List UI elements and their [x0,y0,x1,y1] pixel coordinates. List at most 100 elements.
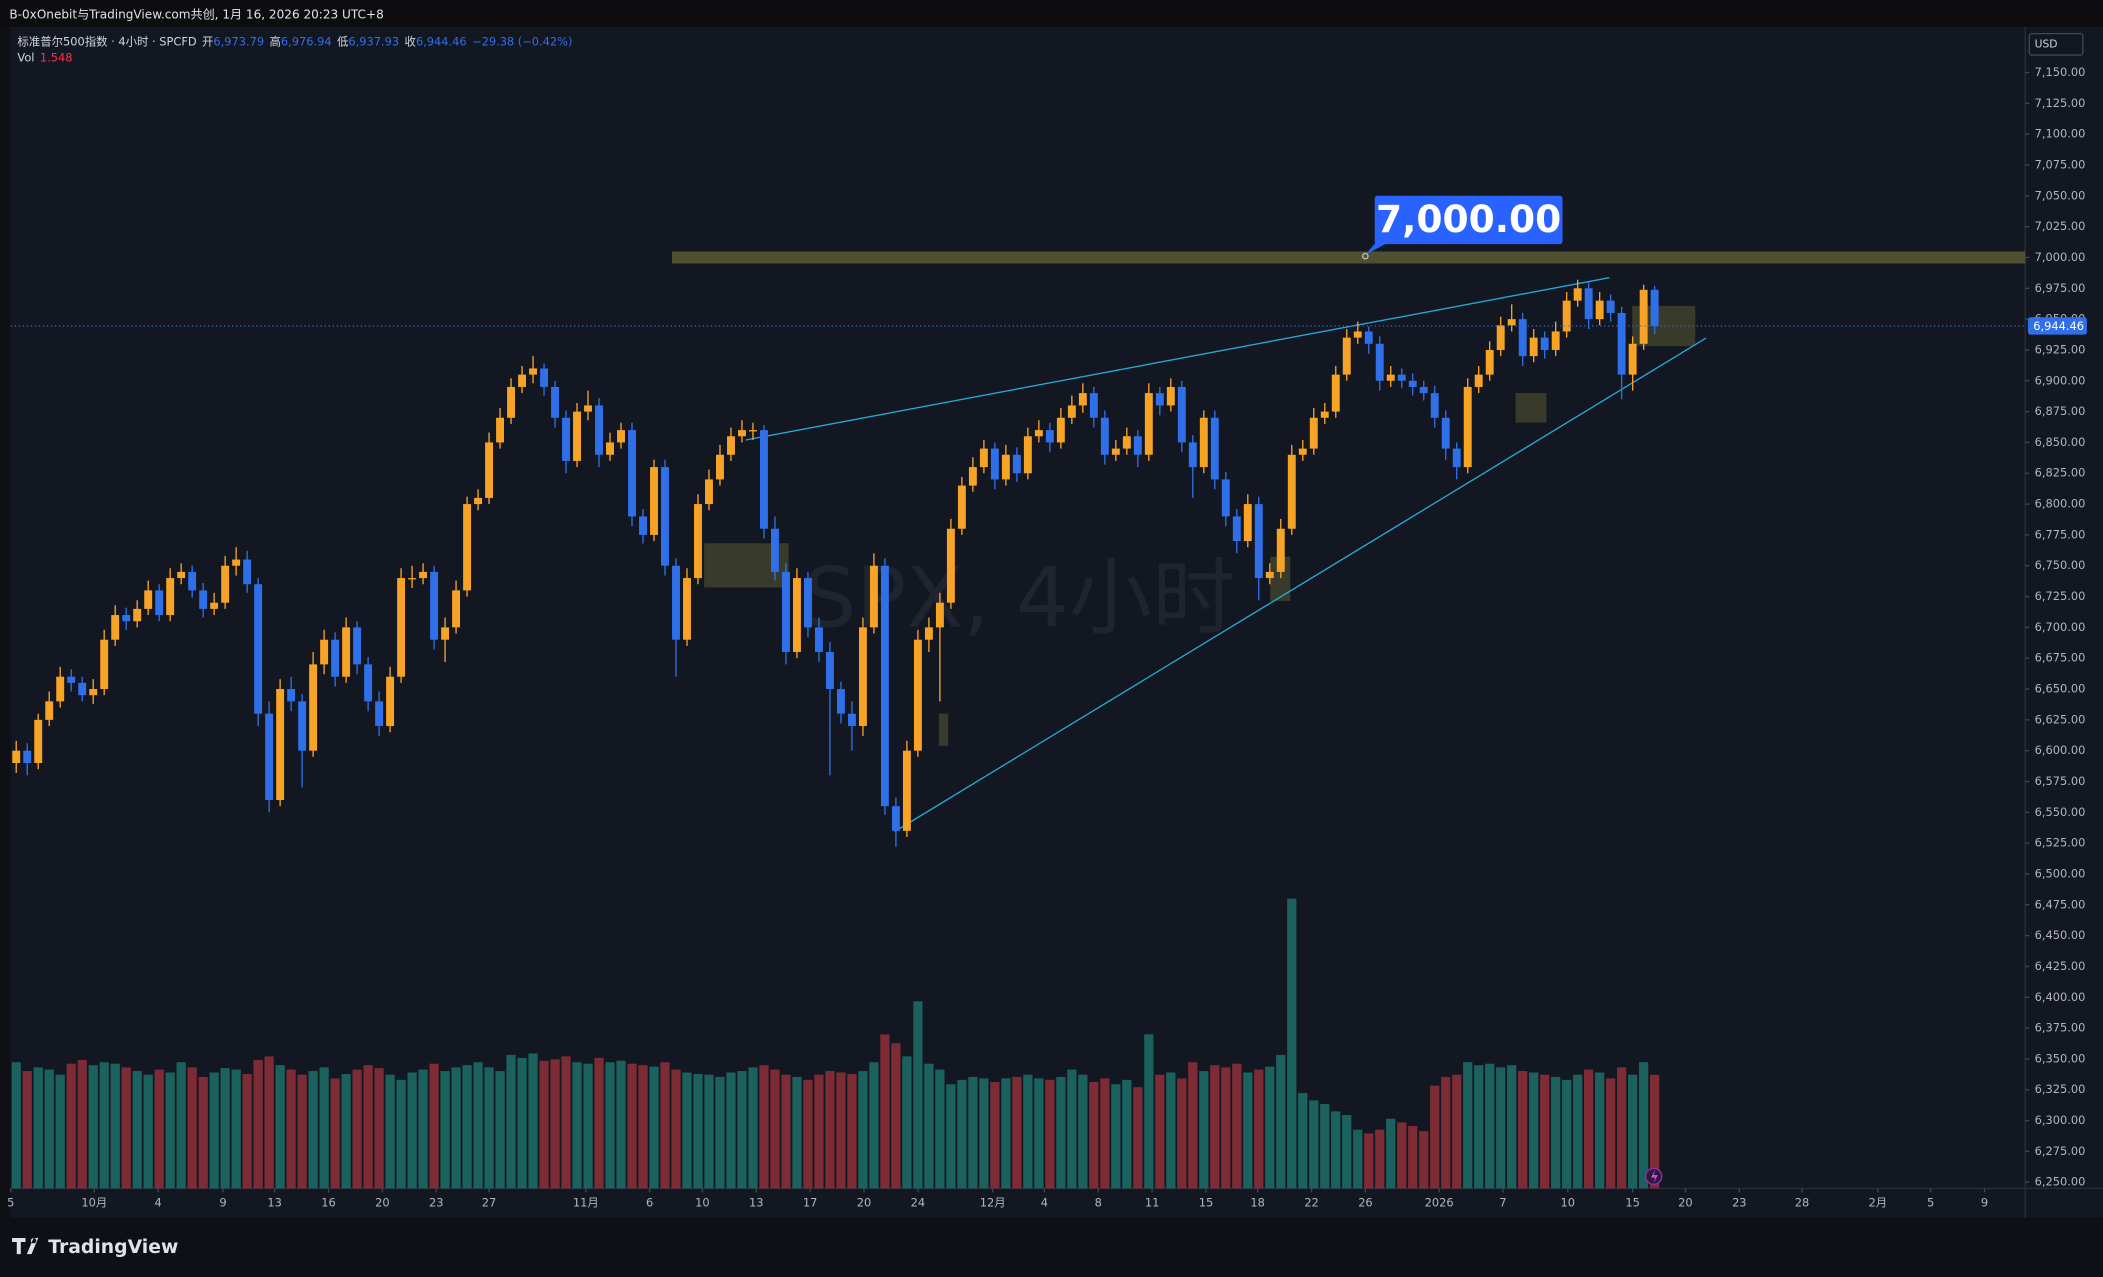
y-tick-label: 6,550.00 [2035,805,2086,819]
volume-bar [1342,1115,1352,1189]
candle-body [979,448,988,468]
candle-body [342,627,351,677]
candle-body [320,639,329,665]
y-tick-label: 6,275.00 [2035,1144,2086,1158]
candle-body [1122,436,1131,449]
volume-bar [1386,1118,1396,1189]
candle-body [155,590,164,616]
candle-body [1496,325,1505,350]
candle-body [1309,417,1318,449]
volume-bar [1188,1062,1198,1189]
candle-body [1573,288,1582,301]
volume-bar [1529,1072,1539,1189]
volume-bar [1298,1093,1308,1189]
volume-label: Vol [17,50,34,64]
legend-key: 高 [270,34,281,48]
volume-bar [1353,1129,1363,1189]
volume-bar [209,1072,219,1189]
x-tick-label: 10 [1561,1196,1576,1210]
candle-body [1243,504,1252,542]
candle-body [990,448,999,480]
volume-bar [198,1076,208,1189]
candle-body [408,578,417,580]
candle-body [770,528,779,572]
volume-bar [616,1060,626,1189]
candle-body [518,374,527,387]
y-tick-label: 6,700.00 [2035,620,2086,634]
volume-bar [1463,1062,1473,1189]
volume-bar [572,1062,582,1189]
candle-body [551,386,559,418]
candle-body [1617,312,1626,375]
x-tick-label: 2月 [1869,1196,1888,1210]
x-tick-label: 6 [646,1196,653,1210]
candle-body [683,578,691,640]
candle-body [946,528,955,603]
volume-bar [847,1073,857,1189]
volume-bar [286,1069,296,1189]
volume-bar [55,1074,65,1189]
x-tick-label: 23 [429,1196,444,1210]
volume-bar [1133,1087,1143,1189]
candle-body [781,571,790,653]
volume-bar [759,1065,769,1189]
candle-body [254,584,263,714]
volume-bar [539,1060,549,1189]
volume-bar [121,1067,131,1189]
volume-bar [913,1001,923,1189]
candle-body [111,615,120,640]
candle-body [705,479,713,505]
volume-bar [1650,1074,1660,1189]
candle-body [12,750,21,764]
candle-body [507,386,516,418]
volume-bar [1551,1076,1561,1189]
candle-body [913,639,922,751]
candle-body [188,571,197,591]
y-tick-label: 6,725.00 [2035,589,2086,603]
candle-body [1111,448,1120,455]
y-tick-label: 7,000.00 [2035,250,2086,264]
volume-bar [1276,1054,1286,1189]
candle-body [386,676,395,727]
candle-body [430,571,439,640]
legend-key: 收 [405,34,416,48]
volume-bar [1067,1069,1077,1189]
volume-bar [1243,1072,1253,1189]
volume-bar [1562,1079,1572,1189]
candle-body [869,565,878,628]
y-tick-label: 6,325.00 [2035,1082,2086,1096]
candle-body [595,405,603,455]
x-tick-label: 9 [219,1196,226,1210]
y-tick-label: 6,825.00 [2035,466,2086,480]
candle-body [1463,386,1472,468]
candle-body [803,578,812,628]
candle-body [661,467,669,566]
x-tick-label: 7 [1499,1196,1506,1210]
volume-bar [187,1067,197,1189]
candle-body [419,571,428,579]
x-tick-label: 20 [857,1196,872,1210]
x-tick-label: 10 [695,1196,710,1210]
candle-body [1089,393,1098,418]
brand-logo [12,1238,39,1255]
candle-body [1650,289,1659,326]
candle-body [1540,337,1549,350]
candle-body [210,602,219,609]
volume-bar [1089,1082,1099,1189]
y-tick-label: 6,775.00 [2035,527,2086,541]
volume-bar [473,1062,483,1189]
volume-bar [407,1072,417,1189]
x-tick-label: 27 [482,1196,497,1210]
y-tick-label: 6,500.00 [2035,866,2086,880]
candle-body [463,504,472,591]
volume-legend: Vol 1.548 [17,50,72,64]
candle-body [1155,393,1164,406]
candle-body [902,750,911,831]
volume-bar [1320,1104,1330,1189]
volume-bar [1628,1074,1638,1189]
volume-bar [1639,1062,1649,1189]
candle-body [1639,289,1648,344]
volume-bar [561,1056,571,1189]
volume-bar [1573,1074,1583,1189]
volume-bar [495,1071,505,1189]
